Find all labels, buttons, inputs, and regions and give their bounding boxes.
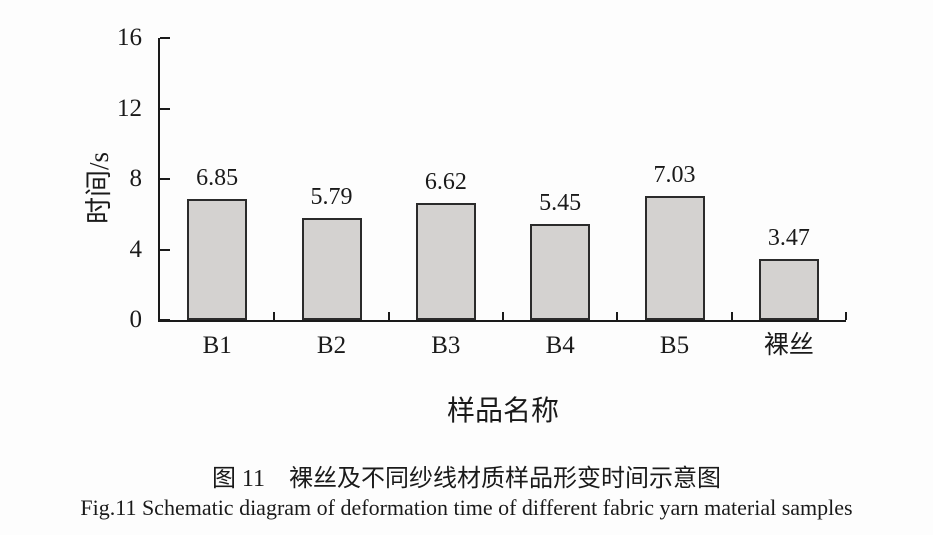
bar-B4 — [530, 223, 591, 320]
y-axis-tick — [160, 37, 170, 39]
x-axis-tick — [730, 312, 733, 320]
bar-chart: 时间/s 样品名称 6.85 B1 5.79 B2 6.62 B3 5.45 B4 7.03 B5… — [84, 24, 847, 427]
figure-caption-chinese: 图 11 裸丝及不同纱线材质样品形变时间示意图 — [211, 466, 722, 492]
bar-裸丝 — [758, 258, 819, 320]
x-axis-tick — [502, 312, 504, 320]
x-axis-tick — [387, 312, 390, 320]
y-tick-label: 0 — [129, 306, 143, 333]
bar-value-label: 7.03 — [653, 162, 696, 189]
figure-caption-english: Fig.11 Schematic diagram of deformation … — [80, 495, 853, 520]
y-tick-label: 16 — [117, 24, 142, 51]
y-axis-tick — [160, 319, 170, 321]
bar-value-label: 3.47 — [767, 224, 810, 251]
y-axis-tick — [160, 248, 170, 251]
x-tick-label: B4 — [545, 332, 575, 359]
y-tick-label: 12 — [117, 94, 142, 122]
x-axis-tick — [616, 312, 619, 320]
bar-value-label: 6.62 — [424, 169, 467, 196]
x-axis-title: 样品名称 — [446, 396, 559, 427]
x-tick-label: B2 — [316, 332, 347, 359]
x-axis-tick — [845, 312, 847, 320]
y-tick-label: 4 — [129, 235, 143, 263]
bar-B1 — [187, 199, 248, 320]
y-axis-tick — [160, 178, 170, 180]
x-tick-label: 裸丝 — [763, 332, 814, 359]
y-axis-tick — [160, 107, 170, 110]
y-tick-label: 8 — [129, 165, 143, 192]
bar-B5 — [644, 196, 705, 320]
bar-value-label: 5.45 — [539, 189, 582, 216]
y-axis-line — [158, 38, 160, 322]
bar-B2 — [301, 217, 362, 320]
bar-value-label: 5.79 — [310, 183, 353, 210]
x-axis-tick — [273, 312, 276, 320]
bar-B3 — [415, 203, 476, 320]
x-tick-label: B5 — [659, 332, 690, 359]
x-tick-label: B3 — [431, 332, 461, 359]
x-axis-line — [158, 320, 846, 322]
x-tick-label: B1 — [202, 332, 232, 359]
bar-value-label: 6.85 — [196, 165, 239, 192]
